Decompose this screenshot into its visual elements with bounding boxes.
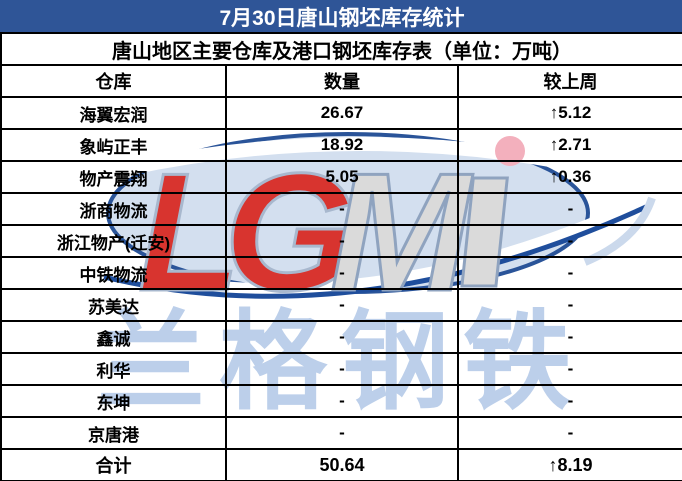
change-cell: ↑5.12 [456,96,682,130]
total-label-cell: 合计 [0,448,227,481]
table-row: 中铁物流 - - [0,256,682,290]
total-change-cell: ↑8.19 [456,448,682,481]
report-subtitle: 唐山地区主要仓库及港口钢坯库存表（单位：万吨） [0,32,682,66]
warehouse-name-cell: 利华 [0,352,227,386]
change-cell: ↑2.71 [456,128,682,162]
warehouse-name-cell: 浙江物产(迁安) [0,224,227,258]
change-cell: - [456,192,682,226]
warehouse-name-cell: 鑫诚 [0,320,227,354]
warehouse-name-cell: 物产震翔 [0,160,227,194]
change-cell: ↑0.36 [456,160,682,194]
table-header-row: 仓库 数量 较上周 [0,64,682,98]
table-row: 东坤 - - [0,384,682,418]
subtitle-bar: 唐山地区主要仓库及港口钢坯库存表（单位：万吨） [0,32,682,66]
warehouse-name-cell: 浙商物流 [0,192,227,226]
table-row: 物产震翔 5.05 ↑0.36 [0,160,682,194]
total-row: 合计 50.64 ↑8.19 [0,448,682,481]
warehouse-name-cell: 中铁物流 [0,256,227,290]
table-row: 浙商物流 - - [0,192,682,226]
title-bar: 7月30日唐山钢坯库存统计 [0,0,682,34]
warehouse-name-cell: 苏美达 [0,288,227,322]
table-row: 海翼宏润 26.67 ↑5.12 [0,96,682,130]
header-warehouse: 仓库 [0,64,227,98]
table-row: 利华 - - [0,352,682,386]
header-change: 较上周 [456,64,682,98]
change-cell: - [456,320,682,354]
change-cell: - [456,352,682,386]
table-row: 苏美达 - - [0,288,682,322]
quantity-cell: - [225,320,459,354]
quantity-cell: - [225,352,459,386]
quantity-cell: - [225,192,459,226]
table-row: 象屿正丰 18.92 ↑2.71 [0,128,682,162]
total-quantity-cell: 50.64 [225,448,459,481]
table-row: 浙江物产(迁安) - - [0,224,682,258]
change-cell: - [456,416,682,450]
report-title: 7月30日唐山钢坯库存统计 [0,0,682,34]
change-cell: - [456,288,682,322]
quantity-cell: - [225,384,459,418]
quantity-cell: - [225,256,459,290]
quantity-cell: - [225,224,459,258]
change-cell: - [456,224,682,258]
warehouse-name-cell: 东坤 [0,384,227,418]
quantity-cell: - [225,288,459,322]
header-quantity: 数量 [225,64,459,98]
quantity-cell: 26.67 [225,96,459,130]
table-row: 鑫诚 - - [0,320,682,354]
warehouse-name-cell: 京唐港 [0,416,227,450]
quantity-cell: - [225,416,459,450]
change-cell: - [456,384,682,418]
warehouse-name-cell: 象屿正丰 [0,128,227,162]
quantity-cell: 18.92 [225,128,459,162]
table-row: 京唐港 - - [0,416,682,450]
change-cell: - [456,256,682,290]
quantity-cell: 5.05 [225,160,459,194]
warehouse-name-cell: 海翼宏润 [0,96,227,130]
